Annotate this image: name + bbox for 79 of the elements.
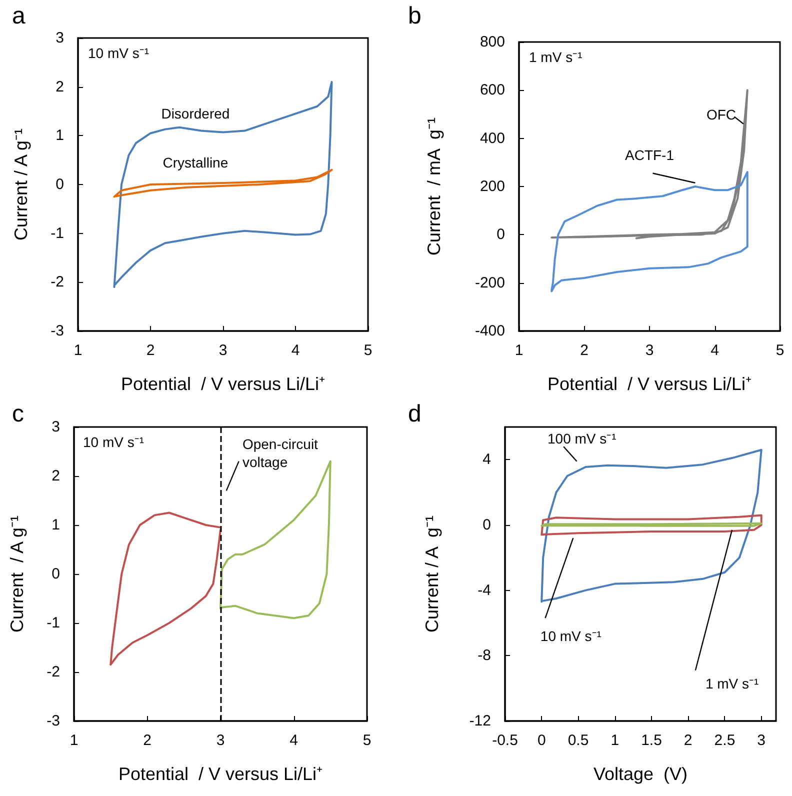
y-tick-label: 600 [480, 82, 505, 99]
line-series [540, 448, 762, 603]
line-series [540, 514, 762, 536]
y-tick-label: 4 [482, 451, 491, 468]
y-tick-label: -2 [46, 664, 60, 680]
y-tick-label: 0 [56, 176, 64, 193]
x-tick-label: 2 [143, 732, 152, 749]
ref-line-label: Open-circuit voltage [242, 436, 322, 470]
annotation: 10 mV s⁻¹ [83, 434, 144, 450]
y-tick-label: -1 [50, 224, 64, 242]
y-axis-title: Current / A g⁻¹ [11, 128, 31, 241]
x-tick-label: 3 [757, 732, 766, 749]
y-tick-label: 1 [52, 516, 60, 534]
line-series [550, 89, 748, 240]
series-label: Crystalline [162, 154, 228, 171]
y-tick-label: -200 [474, 274, 505, 292]
y-tick-label: -12 [469, 712, 491, 730]
y-tick-label: 0 [496, 226, 505, 244]
y-tick-label: 400 [480, 130, 505, 147]
x-axis-title: Potential / V versus Li/Li⁺ [118, 764, 323, 784]
y-tick-label: 0 [52, 566, 60, 582]
line-series [113, 80, 333, 288]
x-tick-label: 4 [290, 732, 298, 749]
y-tick-label: 2 [56, 78, 64, 96]
y-tick-label: 1 [56, 127, 64, 144]
line-series [113, 168, 333, 198]
line-series [550, 171, 748, 292]
x-tick-label: 1 [514, 342, 524, 359]
x-tick-label: 1 [70, 732, 78, 749]
chart-title: c [12, 400, 24, 428]
y-tick-label: 0 [482, 516, 491, 534]
x-tick-label: 1.5 [641, 732, 662, 749]
chart-title: d [408, 400, 422, 428]
y-tick-label: -400 [474, 322, 505, 340]
y-tick-label: 800 [480, 34, 505, 50]
y-tick-label: -3 [46, 712, 60, 730]
y-tick-label: -1 [46, 614, 60, 632]
x-tick-label: 2 [684, 732, 692, 749]
text: 1 mV s⁻¹ [705, 675, 759, 692]
y-tick-label: -4 [478, 582, 491, 599]
y-axis-title: Current / A g⁻¹ [7, 515, 27, 633]
x-tick-label: 5 [364, 342, 372, 359]
x-tick-label: 2 [580, 342, 588, 359]
text: 10 mV s⁻¹ [540, 628, 602, 644]
x-tick-label: -0.5 [492, 732, 518, 749]
x-tick-label: 0 [537, 732, 546, 749]
x-tick-label: 0.5 [568, 732, 589, 749]
x-tick-label: 5 [776, 342, 784, 359]
line-series [110, 512, 222, 666]
y-axis-title: Current / A g⁻¹ [422, 515, 442, 633]
y-tick-label: -3 [50, 322, 64, 340]
x-tick-label: 3 [645, 342, 654, 359]
x-tick-label: 1 [74, 342, 82, 359]
chart-title: a [12, 2, 26, 30]
y-tick-label: 2 [52, 468, 60, 484]
annotation: 1 mV s⁻¹ [529, 49, 583, 65]
x-tick-label: 4 [291, 342, 300, 359]
x-tick-label: 3 [218, 342, 228, 359]
x-tick-label: 5 [362, 732, 372, 749]
chart-title: b [408, 2, 422, 30]
series-label: 100 mV s⁻¹ [548, 430, 617, 446]
series-label: OFC [706, 106, 736, 122]
annotation: 10 mV s⁻¹ [88, 45, 150, 61]
y-axis-title: Current / mA g⁻¹ [424, 117, 444, 256]
x-tick-label: 1 [610, 732, 620, 749]
x-axis-title: Potential / V versus Li/Li⁺ [120, 374, 326, 394]
x-tick-label: 4 [710, 342, 719, 359]
y-tick-label: 3 [52, 418, 60, 436]
series-label: Disordered [161, 106, 230, 122]
y-tick-label: 3 [56, 30, 64, 46]
y-tick-label: -2 [50, 274, 64, 291]
x-axis-title: Voltage (V) [593, 764, 688, 784]
x-tick-label: 2 [146, 342, 155, 359]
x-tick-label: 2.5 [714, 732, 736, 749]
y-tick-label: 200 [480, 178, 505, 195]
x-tick-label: 3 [216, 732, 225, 749]
x-axis-title: Potential / V versus Li/Li⁺ [547, 374, 752, 394]
y-tick-label: -8 [478, 647, 491, 664]
text: ACTF-1 [625, 147, 674, 164]
